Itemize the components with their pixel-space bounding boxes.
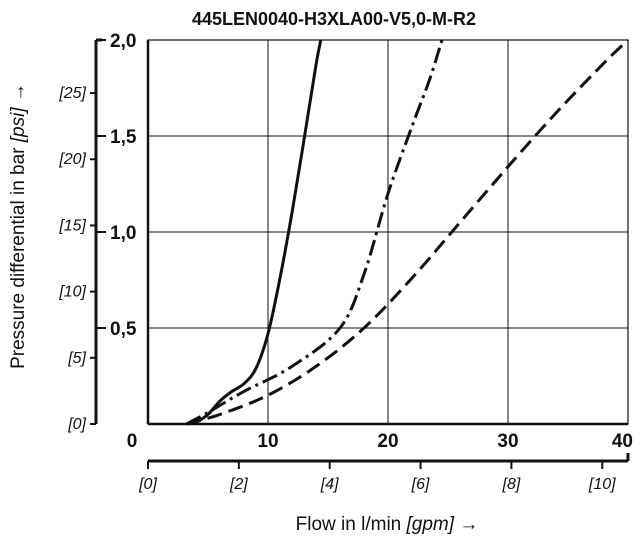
x-tick-label: 40 bbox=[612, 431, 633, 452]
psi-tick-label: [5] bbox=[67, 350, 86, 367]
axes bbox=[90, 38, 630, 469]
series-dash-dot-line bbox=[185, 39, 444, 426]
x-axis-label-unit: [gpm] bbox=[406, 514, 455, 535]
psi-tick-label: [20] bbox=[58, 151, 86, 168]
x-axis-label: Flow in l/min [gpm] → bbox=[296, 514, 479, 535]
x-axis-label-text: Flow in l/min bbox=[296, 514, 402, 535]
psi-tick-label: [15] bbox=[58, 217, 86, 234]
psi-tick-label: [10] bbox=[58, 284, 86, 301]
psi-tick-label: [25] bbox=[58, 85, 86, 102]
gpm-tick-label: [10] bbox=[588, 476, 616, 493]
y-axis-label-arrow: → bbox=[8, 83, 29, 102]
series-group bbox=[185, 38, 630, 426]
series-dashed-line bbox=[185, 38, 630, 426]
x-tick-label: 0 bbox=[127, 431, 138, 452]
x-tick-label: 20 bbox=[377, 431, 398, 452]
series-solid-line bbox=[186, 39, 323, 426]
gpm-tick-label: [2] bbox=[229, 476, 248, 493]
x-tick-label: 30 bbox=[497, 431, 518, 452]
x-axis-label-arrow: → bbox=[459, 514, 478, 535]
bar-tick-label: 1,5 bbox=[110, 127, 137, 148]
y-axis-label: Pressure differential in bar [psi] → bbox=[8, 83, 29, 369]
psi-tick-label: [0] bbox=[67, 416, 86, 433]
gpm-tick-label: [4] bbox=[320, 476, 339, 493]
gpm-tick-label: [0] bbox=[138, 476, 157, 493]
y-axis-label-unit: [psi] bbox=[8, 107, 29, 144]
bar-tick-label: 2,0 bbox=[110, 31, 136, 52]
bar-tick-label: 1,0 bbox=[110, 223, 136, 244]
y-axis-label-text: Pressure differential in bar bbox=[8, 147, 29, 369]
tick-labels: [0] [5] [10] [15] [20] [25] 0,5 1,0 1,5 2,0 0 10 20 3… bbox=[58, 31, 633, 493]
bar-tick-label: 0,5 bbox=[110, 319, 137, 340]
chart-title: 445LEN0040-H3XLA00-V5,0-M-R2 bbox=[192, 9, 476, 29]
gpm-tick-label: [8] bbox=[502, 476, 521, 493]
gpm-tick-label: [6] bbox=[411, 476, 430, 493]
grid bbox=[148, 40, 628, 424]
x-tick-label: 10 bbox=[257, 431, 278, 452]
